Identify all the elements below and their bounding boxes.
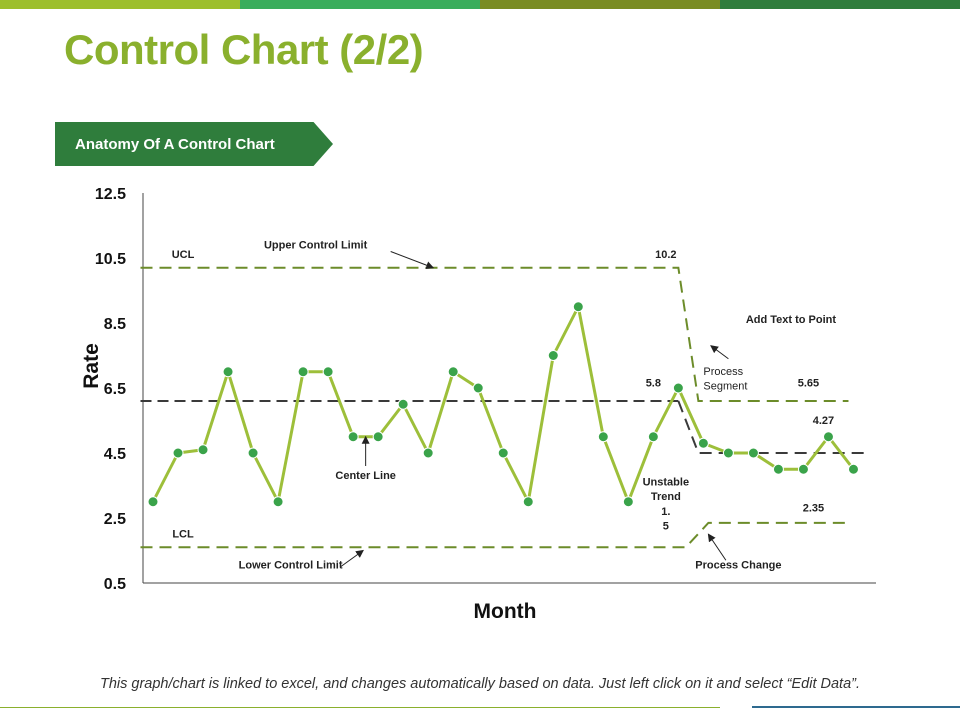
y-tick-label: 2.5 — [104, 511, 126, 528]
y-tick-label: 12.5 — [95, 186, 126, 203]
data-point — [772, 463, 784, 475]
data-point — [722, 447, 734, 459]
annotation-arrow — [340, 549, 364, 568]
top-bar-segment — [720, 0, 960, 9]
annotation-label: LCL — [172, 529, 194, 541]
annotation-label: Trend — [651, 491, 681, 503]
y-tick-label: 10.5 — [95, 251, 126, 268]
y-tick-label: 4.5 — [104, 446, 126, 463]
y-tick-label: 6.5 — [104, 381, 126, 398]
annotation-label: Center Line — [335, 470, 396, 482]
data-point — [147, 496, 159, 508]
top-color-bar — [0, 0, 960, 9]
bottom-divider-accent — [752, 706, 960, 708]
y-tick-label: 8.5 — [104, 316, 126, 333]
section-banner-label: Anatomy Of A Control Chart — [75, 135, 275, 153]
data-point — [197, 444, 209, 456]
data-series — [147, 301, 859, 508]
data-point — [422, 447, 434, 459]
annotation-label: 4.27 — [813, 415, 834, 427]
top-bar-segment — [240, 0, 480, 9]
annotation-label: Unstable — [643, 477, 689, 489]
ucl-limit-line — [140, 266, 849, 402]
control-limit-lines — [140, 266, 866, 549]
data-point — [347, 431, 359, 443]
annotation-label: 5 — [663, 520, 669, 532]
data-point — [297, 366, 309, 378]
footnote: This graph/chart is linked to excel, and… — [99, 676, 861, 692]
data-point — [697, 437, 709, 449]
data-point — [572, 301, 584, 313]
annotation-label: UCL — [172, 249, 195, 261]
annotation-arrow — [710, 345, 729, 360]
data-point — [372, 431, 384, 443]
data-point — [847, 463, 859, 475]
data-point — [822, 431, 834, 443]
chart-annotations: UCL Upper Control Limit 10.2 Add Text to Po… — [172, 239, 837, 571]
annotation-label: Process — [703, 366, 743, 378]
data-point — [797, 463, 809, 475]
bottom-divider — [0, 707, 720, 708]
data-point — [272, 496, 284, 508]
annotation-label: 2.35 — [803, 503, 824, 515]
data-point — [647, 431, 659, 443]
data-point — [547, 350, 559, 361]
data-point — [622, 496, 634, 508]
x-axis-title: Month — [474, 600, 537, 623]
annotation-label: 5.8 — [646, 377, 661, 389]
annotation-label: 5.65 — [798, 377, 819, 389]
chart-axes: 12.5 10.5 8.5 6.5 4.5 2.5 0.5 Rate Month — [80, 186, 876, 623]
annotation-arrow — [707, 533, 727, 561]
data-point — [447, 366, 459, 378]
y-axis-title: Rate — [80, 343, 103, 389]
annotation-label: Lower Control Limit — [239, 559, 343, 571]
data-point — [497, 447, 509, 459]
data-point — [222, 366, 234, 378]
y-tick-label: 0.5 — [104, 576, 126, 593]
section-banner: Anatomy Of A Control Chart — [55, 122, 333, 166]
annotation-label: Add Text to Point — [746, 314, 837, 326]
data-point — [397, 398, 409, 410]
annotation-arrow — [390, 251, 435, 269]
data-point — [472, 382, 484, 394]
annotation-label: Segment — [703, 381, 747, 393]
annotation-label: 10.2 — [655, 249, 676, 261]
annotation-label: 1. — [661, 506, 670, 518]
data-point — [597, 431, 609, 443]
annotation-label: Process Change — [695, 559, 781, 571]
top-bar-segment — [480, 0, 720, 9]
page-title: Control Chart (2/2) — [64, 26, 424, 73]
data-point — [172, 447, 184, 459]
data-point — [522, 496, 534, 508]
data-point — [672, 382, 684, 394]
lcl-limit-line — [140, 521, 849, 549]
data-series-line — [151, 305, 855, 504]
annotation-label: Upper Control Limit — [264, 239, 368, 251]
data-point — [247, 447, 259, 459]
data-point — [322, 366, 334, 378]
top-bar-segment — [0, 0, 240, 9]
data-point — [747, 447, 759, 459]
